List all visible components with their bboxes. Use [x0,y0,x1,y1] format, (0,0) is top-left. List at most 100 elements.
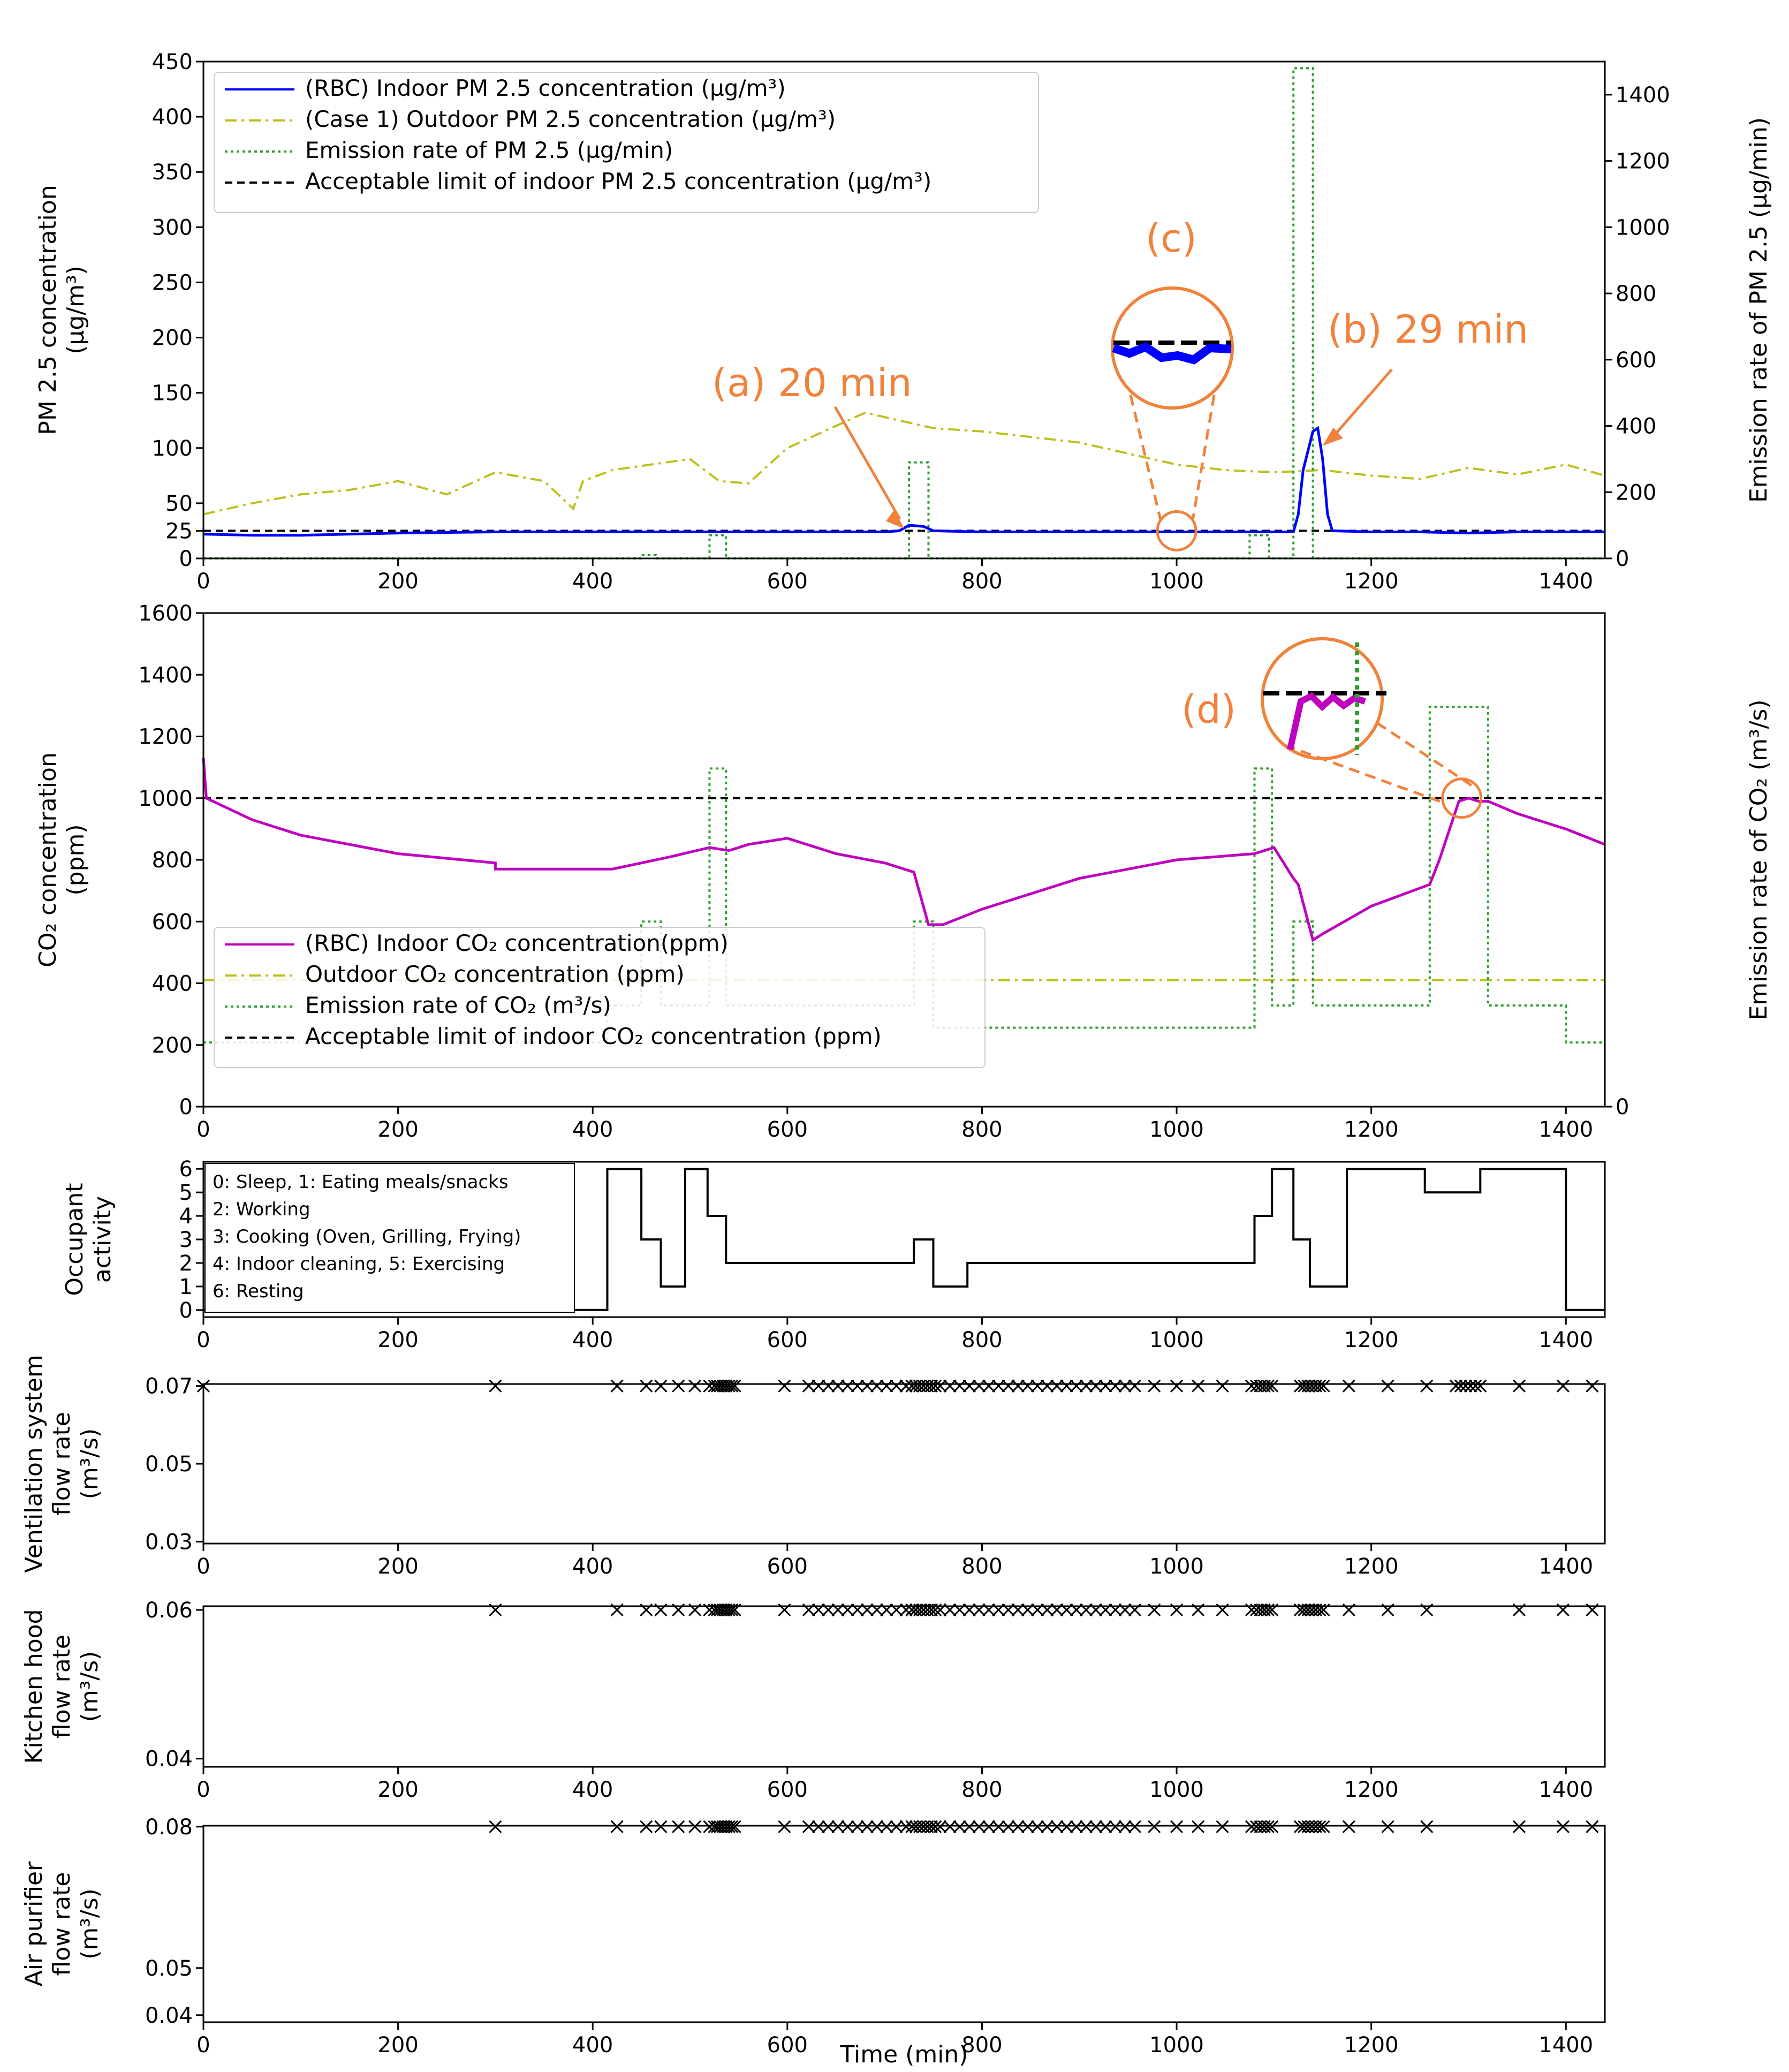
y-tick-label: 100 [152,436,193,461]
pm-legend-label: Emission rate of PM 2.5 (µg/min) [305,137,673,163]
zoom-c-connector [1191,395,1216,520]
y-axis-label: Kitchen hood [20,1609,48,1764]
y-tick-label: 600 [152,910,193,934]
y-tick-label: 350 [152,160,193,185]
flow-rate-marker [1317,1820,1330,1833]
y-axis-label: Air purifier [20,1861,48,1986]
flow-rate-marker [725,1820,739,1833]
flow-rate-marker [1089,1820,1103,1833]
x-tick-label: 1200 [1344,2033,1399,2058]
flow-rate-marker [860,1379,874,1393]
flow-rate-marker [962,1379,976,1393]
flow-rate-marker [1261,1820,1275,1833]
x-tick-label: 600 [767,1117,808,1142]
x-tick-label: 400 [572,1554,613,1579]
y-tick-label: 2 [179,1251,193,1276]
flow-rate-marker [688,1379,702,1393]
flow-rate-marker [489,1379,502,1393]
y-tick-label: 1 [179,1275,193,1299]
flow-rate-marker [1031,1820,1044,1833]
zoom-c-connector [1129,395,1162,521]
flow-rate-marker [1512,1379,1526,1393]
y-tick-label: 1000 [138,787,193,811]
flow-rate-marker [1099,1379,1112,1393]
x-tick-label: 0 [196,1778,210,1802]
flow-rate-marker [1118,1379,1132,1393]
y-tick-label: 300 [152,215,193,240]
y-tick-label: 0.04 [145,1747,193,1772]
flow-rate-marker [1216,1820,1229,1833]
x-tick-label: 400 [572,2033,613,2058]
flow-rate-marker [1191,1379,1205,1393]
pm-emission-line [203,67,1605,559]
flow-rate-marker [812,1379,825,1393]
flow-rate-marker [1011,1379,1025,1393]
y-tick-label: 25 [165,519,193,543]
y-tick-label: 400 [152,972,193,996]
flow-rate-marker [880,1820,893,1833]
flow-rate-marker [672,1820,685,1833]
flow-rate-marker [841,1379,854,1393]
flow-rate-marker [1265,1379,1279,1393]
flow-rate-marker [1099,1820,1112,1833]
annotation-d: (d) [1181,687,1236,732]
y-tick-label: 1200 [138,725,193,750]
x-tick-label: 1400 [1538,1554,1593,1579]
flow-rate-marker [890,1379,903,1393]
flow-rate-marker [851,1379,864,1393]
flow-rate-marker [1060,1379,1073,1393]
y-tick-label: 400 [152,105,193,130]
flow-rate-marker [1109,1820,1122,1833]
flow-rate-marker [899,1379,913,1393]
flow-rate-marker [1265,1820,1279,1833]
flow-rate-marker [1070,1820,1083,1833]
flow-rate-marker [1070,1379,1083,1393]
y-tick-label: 0 [179,547,193,571]
x-tick-label: 200 [377,1117,418,1142]
flow-rate-marker [953,1820,966,1833]
flow-rate-marker [1170,1379,1184,1393]
flow-rate-marker [1586,1379,1599,1393]
y-axis-label: (ppm) [62,824,89,895]
flow-rate-marker [1464,1379,1477,1393]
y-axis-label: (m³/s) [76,1888,103,1960]
y-tick-label: 0 [179,1095,193,1120]
y2-axis-label: Emission rate of CO₂ (m³/s) [1745,699,1772,1020]
x-tick-label: 800 [961,1778,1002,1802]
flow-rate-marker [1079,1820,1093,1833]
flow-rate-marker [1128,1820,1141,1833]
flow-rate-marker [722,1820,736,1833]
flow-rate-marker [1556,1820,1570,1833]
x-tick-label: 600 [767,1778,808,1802]
flow-rate-marker [1002,1820,1015,1833]
flow-rate-marker [1021,1820,1034,1833]
y-axis-label: flow rate [48,1872,75,1976]
x-tick-label: 1400 [1538,1328,1593,1352]
activity-legend-line: 3: Cooking (Oven, Grilling, Frying) [213,1226,521,1247]
flow-rate-marker [812,1820,825,1833]
flow-rate-marker [610,1820,624,1833]
flow-rate-marker [1148,1379,1161,1393]
x-tick-label: 1000 [1149,1328,1204,1352]
plot-frame [202,61,1606,559]
y-tick-label: 0.06 [145,1598,193,1623]
zoom-d-indoor-co2 [1287,692,1366,751]
x-tick-label: 200 [377,1554,418,1579]
flow-rate-marker [778,1379,791,1393]
flow-rate-marker [822,1820,835,1833]
x-tick-label: 400 [572,1117,613,1142]
flow-rate-marker [1342,1379,1355,1393]
flow-rate-marker [1261,1379,1275,1393]
x-tick-label: 400 [572,1778,613,1802]
flow-rate-marker [929,1379,942,1393]
y-tick-label: 4 [179,1204,193,1229]
flow-rate-marker [1420,1379,1434,1393]
x-tick-label: 0 [196,1554,210,1579]
flow-rate-marker [1474,1379,1487,1393]
y-tick-label: 1400 [138,663,193,687]
x-tick-label: 400 [572,1328,613,1352]
y-tick-label: 200 [152,326,193,351]
y-axis-label: PM 2.5 concentration [34,185,62,435]
flow-rate-marker [1459,1379,1473,1393]
y2-tick-label: 1400 [1616,83,1670,108]
